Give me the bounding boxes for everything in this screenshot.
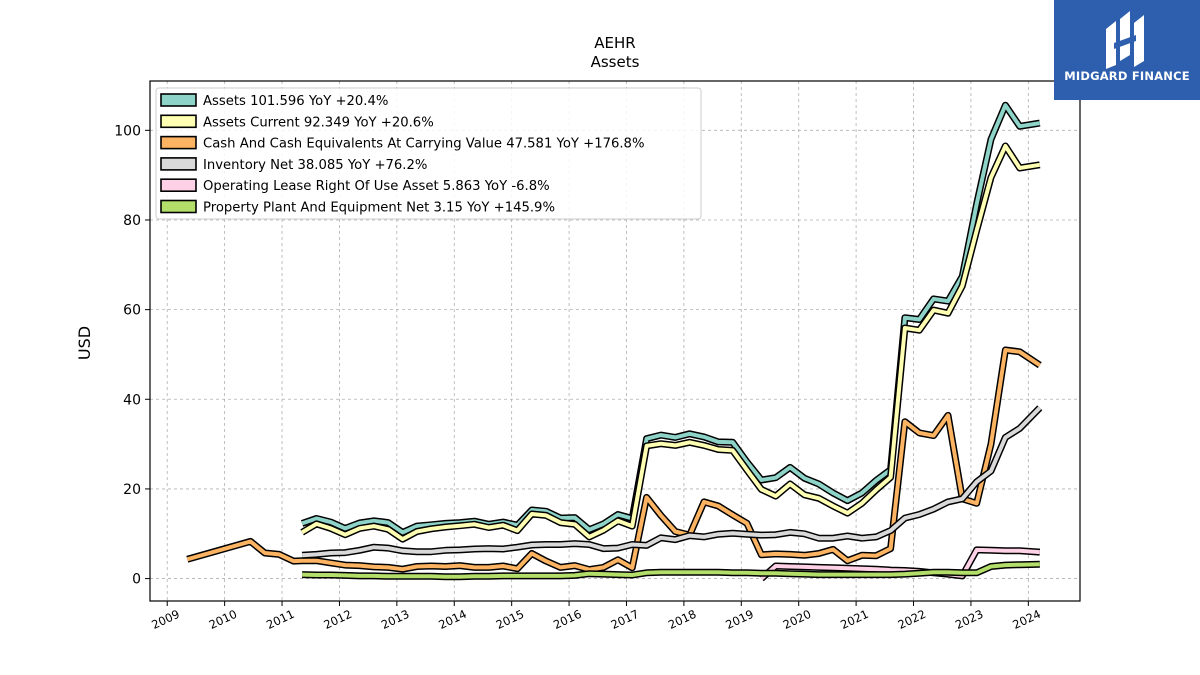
x-tick-label: 2012: [322, 607, 354, 632]
x-tick-label: 2018: [666, 607, 698, 632]
y-axis-label: USD: [75, 326, 94, 360]
x-tick-label: 2009: [149, 607, 181, 632]
series-line: [301, 144, 1041, 542]
series-line: [302, 562, 1040, 579]
chart-title: AEHR: [594, 34, 635, 52]
x-tick-label: 2020: [781, 607, 813, 632]
y-tick-label: 20: [123, 482, 141, 498]
legend-swatch: [160, 93, 197, 107]
x-tick-label: 2024: [1010, 607, 1042, 632]
legend: Assets 101.596 YoY +20.4% Assets Current …: [155, 87, 702, 220]
x-tick-label: 2022: [896, 607, 928, 632]
x-tick-label: 2011: [264, 607, 296, 632]
legend-entry-label: Property Plant And Equipment Net 3.15 Yo…: [203, 201, 555, 216]
series-line: [301, 103, 1041, 535]
legend-entry-label: Assets 101.596 YoY +20.4%: [203, 94, 388, 109]
x-tick-label: 2015: [494, 607, 526, 632]
legend-swatch: [160, 199, 197, 214]
x-tick-label: 2010: [207, 607, 239, 632]
x-tick-label: 2014: [436, 607, 468, 632]
series-line-outline: [186, 346, 1042, 574]
legend-entry-label: Cash And Cash Equivalents At Carrying Va…: [203, 137, 644, 152]
series-layer: [186, 101, 1043, 582]
legend-box: [155, 87, 702, 220]
legend-swatch: [160, 178, 197, 192]
x-tick-label: 2017: [609, 607, 641, 632]
series-line: [186, 348, 1041, 572]
legend-swatch: [160, 114, 197, 129]
series-2: [186, 346, 1042, 574]
series-5: [302, 560, 1040, 581]
series-line: [760, 547, 1040, 581]
legend-entry-label: Assets Current 92.349 YoY +20.6%: [203, 115, 434, 130]
legend-entry-label: Inventory Net 38.085 YoY +76.2%: [203, 158, 427, 173]
series-4: [759, 546, 1041, 582]
series-3: [301, 405, 1043, 559]
x-tick-label: 2019: [723, 607, 755, 632]
x-tick-label: 2023: [953, 607, 985, 632]
series-line: [301, 406, 1042, 558]
y-tick-label: 100: [114, 123, 141, 139]
y-tick-label: 0: [132, 572, 141, 588]
y-tick-label: 80: [123, 213, 141, 229]
y-tick-label: 40: [123, 392, 141, 408]
legend-swatch: [160, 135, 197, 150]
midgard-logo-mark-icon: [1106, 11, 1144, 69]
logo-text: MIDGARD FINANCE: [1064, 69, 1190, 83]
x-tick-label: 2013: [379, 607, 411, 632]
y-tick-label: 60: [123, 303, 141, 319]
x-tick-label: 2016: [551, 607, 583, 632]
legend-swatch: [160, 157, 197, 171]
midgard-finance-logo: MIDGARD FINANCE: [1054, 0, 1200, 100]
x-tick-label: 2021: [838, 607, 870, 632]
plot-frame: [149, 80, 1081, 602]
series-0: [300, 101, 1041, 536]
legend-entry-label: Operating Lease Right Of Use Asset 5.863…: [203, 179, 550, 194]
series-1: [300, 142, 1041, 543]
chart-subtitle: Assets: [591, 53, 640, 71]
